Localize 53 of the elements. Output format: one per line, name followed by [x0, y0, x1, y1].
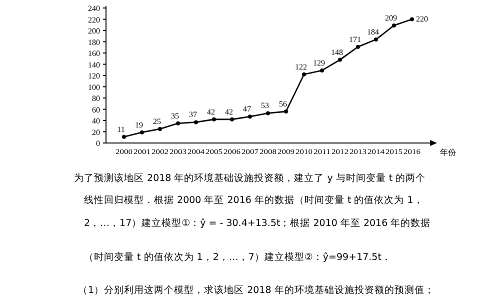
text: 2，…，17）建立模型①：ŷ = - 30.4+13.5t；根据 2010 年至 2016 年的数据: [84, 217, 431, 229]
y-tick-label: 40: [92, 116, 100, 126]
y-tick-label: 20: [92, 128, 100, 137]
y-tick-label: 220: [88, 15, 100, 24]
point: [176, 121, 180, 126]
y-tick-label: 180: [88, 38, 100, 47]
data-label: 148: [331, 48, 343, 57]
data-label: 56: [279, 100, 287, 108]
data-label: 209: [385, 13, 397, 22]
point: [248, 114, 252, 119]
data-label: 129: [313, 58, 325, 68]
point: [284, 110, 288, 114]
text: （时间变量 t 的值依次为 1，2，…，7）建立模型②：ŷ=99+17.5t．: [84, 251, 392, 263]
point: [140, 130, 144, 134]
data-label: 42: [207, 107, 215, 116]
data-label: 122: [295, 62, 307, 72]
y-tick-label: 240: [88, 4, 100, 13]
point: [158, 126, 162, 131]
point: [212, 117, 216, 122]
y-tick-label: 140: [88, 60, 100, 70]
data-label: 184: [367, 28, 379, 36]
data-label: 25: [153, 116, 161, 126]
y-tick-label: 120: [88, 72, 100, 80]
point: [302, 72, 306, 76]
y-tick-label: 100: [88, 82, 100, 92]
point: [410, 17, 414, 22]
data-label: 35: [171, 111, 179, 120]
point: [230, 117, 234, 122]
data-label: 37: [189, 110, 197, 120]
data-label: 53: [261, 101, 269, 110]
data-label: 220: [416, 14, 428, 24]
y-tick-label: 60: [92, 105, 100, 114]
point: [320, 68, 324, 72]
y-tick-label: 160: [88, 49, 100, 58]
y-tick-label: 80: [92, 94, 100, 103]
point: [392, 23, 396, 28]
point: [356, 44, 360, 49]
point: [122, 134, 126, 139]
y-tick-label: 0: [96, 139, 100, 148]
data-label: 171: [349, 34, 361, 44]
text: （1）分别利用这两个模型，求该地区 2018 年的环境基础设施投资额的预测值；: [78, 284, 434, 296]
x-axis-title: 年份: [440, 148, 456, 157]
point: [374, 38, 378, 42]
text: 线性回归模型．根据 2000 年至 2016 年的数据（时间变量 t 的值依次为 1，: [84, 194, 424, 206]
data-label: 42: [225, 107, 233, 116]
data-label: 11: [117, 124, 125, 134]
data-label: 19: [135, 120, 143, 130]
point: [194, 120, 198, 124]
y-tick-label: 200: [88, 26, 100, 36]
text: 为了预测该地区 2018 年的环境基础设施投资额，建立了 y 与时间变量 t 的两个: [74, 172, 426, 184]
point: [338, 58, 342, 62]
data-label: 47: [243, 104, 251, 114]
point: [266, 111, 270, 116]
